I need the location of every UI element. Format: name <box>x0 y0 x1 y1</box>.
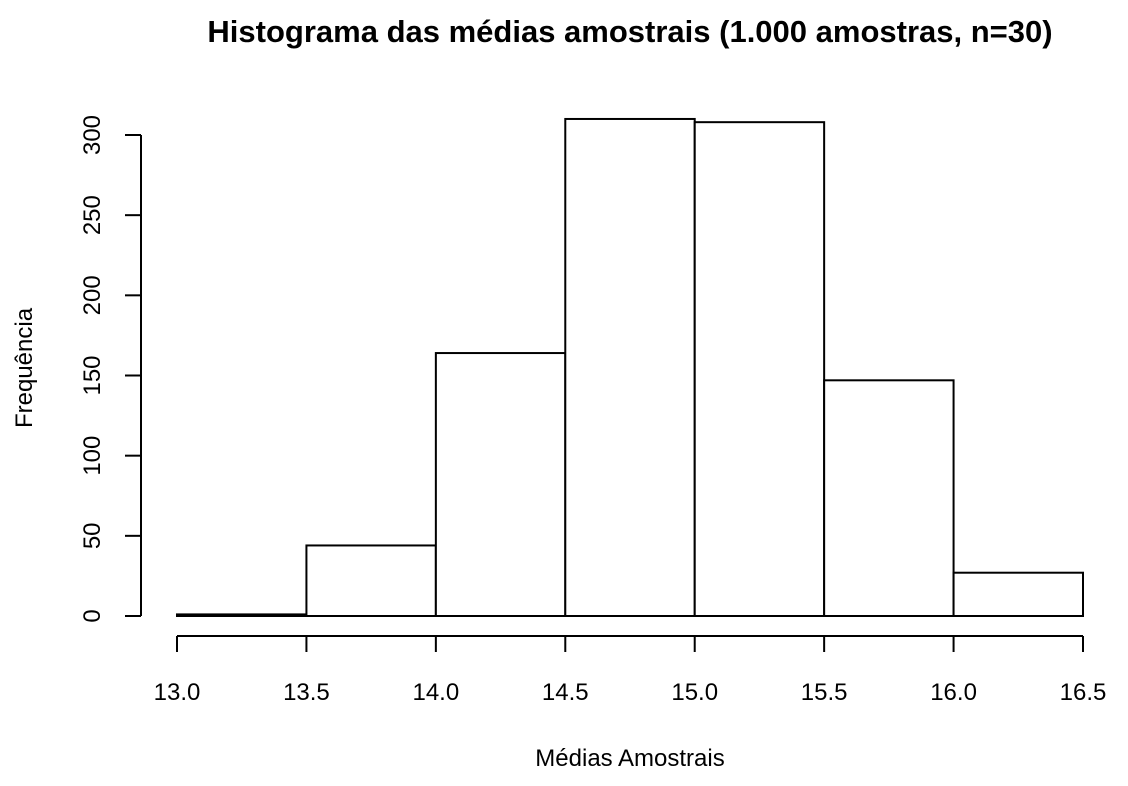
x-axis: 13.0 13.5 14.0 14.5 15.0 15.5 16.0 16.5 <box>154 635 1107 706</box>
chart-title: Histograma das médias amostrais (1.000 a… <box>207 14 1052 49</box>
x-tick-label: 13.0 <box>154 679 201 706</box>
y-tick-label: 0 <box>79 609 106 622</box>
histogram-bar-6 <box>823 379 955 617</box>
x-tick-label: 16.0 <box>930 679 977 706</box>
x-tick-label: 16.5 <box>1060 679 1107 706</box>
y-tick-label: 50 <box>79 522 106 549</box>
histogram-bar-4 <box>564 117 696 617</box>
histogram-bars <box>176 117 1084 618</box>
y-axis: 0 50 100 150 200 250 300 <box>79 115 142 623</box>
histogram-bar-7 <box>952 571 1084 618</box>
histogram-bar-3 <box>434 352 567 617</box>
histogram-bar-5 <box>693 121 826 617</box>
histogram-bar-2 <box>305 544 437 617</box>
y-tick-label: 200 <box>79 275 106 315</box>
x-axis-label: Médias Amostrais <box>535 745 724 772</box>
x-tick-label: 15.0 <box>671 679 718 706</box>
x-tick-label: 14.0 <box>412 679 459 706</box>
x-tick-label: 15.5 <box>801 679 848 706</box>
x-tick-label: 13.5 <box>283 679 330 706</box>
y-tick-label: 300 <box>79 115 106 155</box>
y-tick-label: 250 <box>79 195 106 235</box>
histogram-bar-1 <box>176 613 308 618</box>
y-axis-label: Frequência <box>11 307 38 428</box>
y-tick-label: 100 <box>79 436 106 476</box>
x-tick-label: 14.5 <box>542 679 589 706</box>
y-tick-label: 150 <box>79 355 106 395</box>
